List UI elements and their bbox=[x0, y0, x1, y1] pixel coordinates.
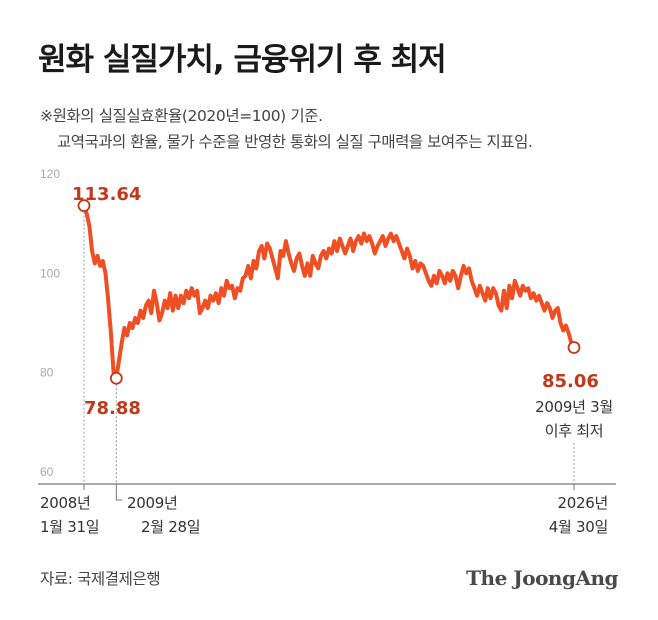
marker-max bbox=[77, 199, 91, 212]
series-line bbox=[82, 203, 576, 381]
x-label-min-bracket bbox=[115, 484, 123, 501]
x-label-start-year: 2008년 bbox=[40, 494, 90, 512]
date-guide-lines bbox=[83, 211, 575, 501]
x-label-end-year: 2026년 bbox=[558, 494, 608, 512]
latest-note-line2: 이후 최저 bbox=[545, 422, 603, 440]
source-credit: 자료: 국제결제은행 bbox=[40, 570, 161, 588]
data-label-max: 113.64 bbox=[72, 184, 141, 205]
data-label-min-2009: 78.88 bbox=[84, 398, 141, 419]
publisher-logo: The JoongAng bbox=[466, 566, 618, 590]
page-title: 원화 실질가치, 금융위기 후 최저 bbox=[38, 42, 447, 78]
x-label-min-date: 2월 28일 bbox=[141, 518, 200, 536]
y-axis-ticks: 120 100 80 60 bbox=[40, 167, 60, 479]
marker-min bbox=[109, 371, 123, 385]
point-markers bbox=[77, 199, 581, 385]
data-label-latest: 85.06 bbox=[542, 371, 599, 392]
y-tick-label: 60 bbox=[40, 465, 54, 479]
x-label-start-date: 1월 31일 bbox=[40, 518, 99, 536]
latest-note-line1: 2009년 3월 bbox=[535, 398, 613, 416]
chart-note-definition: 교역국과의 환율, 물가 수준을 반영한 통화의 실질 구매력을 보여주는 지표… bbox=[57, 133, 533, 151]
y-tick-label: 100 bbox=[40, 266, 60, 280]
y-tick-label: 80 bbox=[40, 366, 54, 380]
chart-note-basis: ※원화의 실질실효환율(2020년=100) 기준. bbox=[40, 107, 323, 125]
x-label-end-date: 4월 30일 bbox=[549, 518, 608, 536]
y-tick-label: 120 bbox=[40, 167, 60, 181]
marker-latest bbox=[567, 341, 581, 354]
x-label-min-year: 2009년 bbox=[127, 494, 177, 512]
